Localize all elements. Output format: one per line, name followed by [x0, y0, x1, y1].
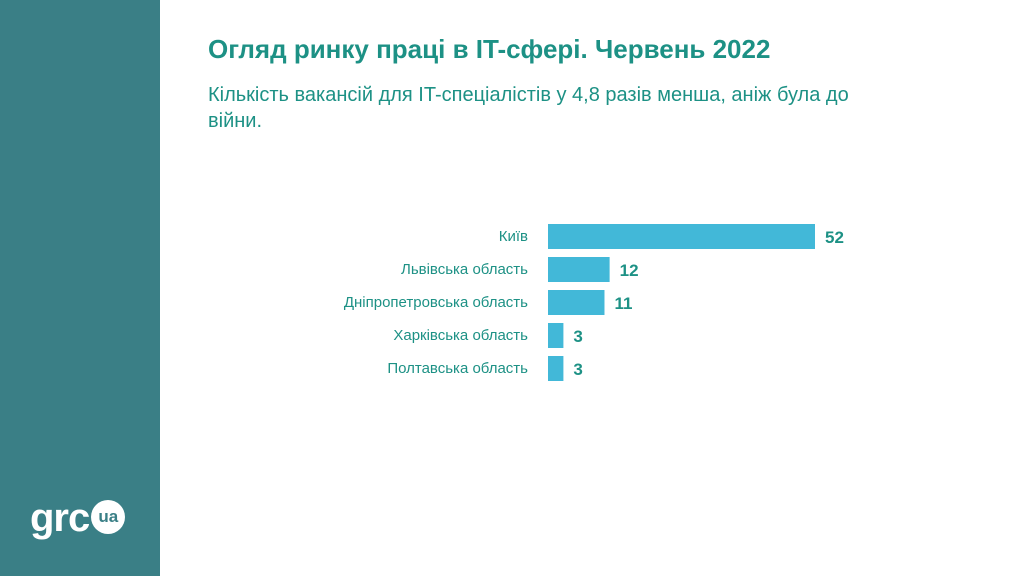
category-label: Харківська область: [393, 327, 528, 344]
data-label: 3: [573, 360, 582, 379]
sidebar-panel: grc ua: [0, 0, 160, 576]
bar: [548, 290, 605, 315]
bar: [548, 356, 564, 381]
category-label: Полтавська область: [387, 360, 528, 377]
data-label: 3: [573, 327, 582, 346]
bar: [548, 257, 610, 282]
page-subtitle: Кількість вакансій для IT-спеціалістів у…: [208, 84, 849, 132]
data-label: 52: [825, 228, 844, 247]
category-label: Дніпропетровська область: [344, 294, 528, 311]
logo-badge: ua: [91, 500, 126, 534]
grc-ua-logo: grc ua: [30, 496, 126, 540]
bar: [548, 224, 815, 249]
data-label: 11: [614, 294, 632, 313]
category-label: Київ: [499, 228, 528, 245]
category-label: Львівська область: [401, 261, 528, 278]
bar: [548, 323, 564, 348]
page-title: Огляд ринку праці в IT-сфері. Червень 20…: [208, 34, 771, 64]
logo-text: grc: [30, 496, 90, 540]
data-label: 12: [620, 261, 639, 280]
